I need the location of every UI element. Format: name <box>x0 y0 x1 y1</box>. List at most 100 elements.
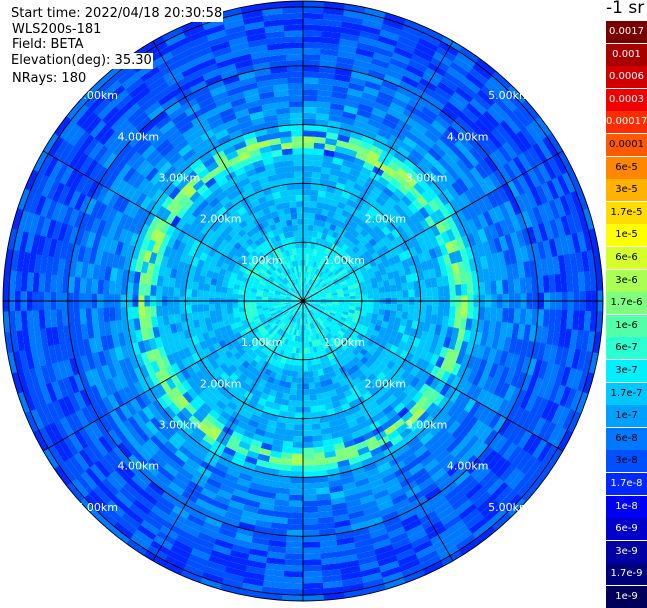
range-label: 5.00km <box>488 501 530 514</box>
field-cell <box>288 512 303 518</box>
field-cell <box>303 195 311 201</box>
field-cell <box>209 310 216 317</box>
site-name: WLS200s-181 <box>12 22 101 38</box>
field-cell <box>282 441 293 448</box>
colorbar-level: 3e-9 <box>606 541 647 563</box>
field-cell <box>297 219 303 225</box>
field-cell <box>232 294 238 299</box>
range-label: 2.00km <box>200 213 242 226</box>
field-cell <box>490 281 497 295</box>
field-cell <box>303 230 308 236</box>
field-cell <box>484 281 491 295</box>
field-cell <box>303 412 311 418</box>
field-cell <box>115 307 122 321</box>
field-cell <box>401 311 408 319</box>
field-cell <box>303 424 312 430</box>
field-cell <box>379 292 385 298</box>
field-cell <box>350 295 356 299</box>
field-cell <box>303 512 318 518</box>
colorbar-level: 3e-8 <box>606 450 647 472</box>
field-cell <box>298 225 303 231</box>
colorbar-level: 6e-9 <box>606 518 647 540</box>
field-cell <box>292 454 303 460</box>
field-cell <box>307 359 312 365</box>
field-cell <box>292 448 303 454</box>
field-cell <box>296 201 303 207</box>
field-cell <box>115 281 122 295</box>
field-cell <box>285 214 292 221</box>
field-cell <box>221 292 227 298</box>
field-cell <box>438 286 445 296</box>
field-cell <box>215 292 221 298</box>
field-cell <box>209 304 215 311</box>
field-cell <box>303 477 316 483</box>
field-cell <box>314 458 326 465</box>
field-cell <box>150 306 157 317</box>
field-cell <box>297 377 303 383</box>
field-cell <box>287 406 295 413</box>
range-label: 1.00km <box>323 336 365 349</box>
field-cell <box>280 137 292 144</box>
field-cell <box>426 287 432 296</box>
field-cell <box>289 495 303 501</box>
field-cell <box>303 553 321 559</box>
field-cell <box>162 286 169 296</box>
field-cell <box>289 107 303 113</box>
field-cell <box>303 125 316 131</box>
field-cell <box>287 72 303 78</box>
field-cell <box>303 348 307 354</box>
field-cell <box>303 77 319 83</box>
field-cell <box>438 306 445 316</box>
field-cell <box>303 501 318 507</box>
field-cell <box>303 7 324 14</box>
colorbar-level: 0.0017 <box>606 21 647 43</box>
field-cell <box>289 489 303 495</box>
field-cell <box>316 393 324 400</box>
field-cell <box>192 281 199 289</box>
center-point <box>301 299 305 303</box>
field-cell <box>432 306 439 316</box>
colorbar-level: 1e-8 <box>606 496 647 518</box>
field-cell <box>298 360 303 366</box>
field-cell <box>303 589 324 596</box>
field-cell <box>308 225 314 231</box>
field-cell <box>303 42 321 49</box>
field-cell <box>284 25 304 32</box>
field-cell <box>303 219 309 225</box>
field-cell <box>50 309 57 327</box>
field-cell <box>244 295 250 299</box>
field-cell <box>289 95 304 101</box>
field-cell <box>298 230 303 236</box>
field-cell <box>303 225 308 231</box>
field-cell <box>312 435 322 442</box>
field-cell <box>238 303 244 308</box>
field-cell <box>198 282 205 290</box>
colorbar-level: 6e-5 <box>606 157 647 179</box>
range-label: 5.00km <box>76 501 118 514</box>
field-cell <box>109 280 116 294</box>
field-cell <box>290 483 303 489</box>
field-cell <box>303 559 322 566</box>
field-cell <box>303 207 310 213</box>
field-cell <box>289 394 296 401</box>
field-cell <box>204 311 211 319</box>
colorbar-level: 0.001 <box>606 44 647 66</box>
range-label: 4.00km <box>447 460 489 473</box>
field-cell <box>144 284 151 295</box>
range-label: 3.00km <box>406 419 448 432</box>
field-cell <box>293 436 303 442</box>
field-cell <box>256 302 262 306</box>
field-cell <box>290 113 303 119</box>
field-cell <box>367 303 373 308</box>
field-cell <box>314 143 326 150</box>
field-cell <box>303 54 321 60</box>
field-cell <box>296 395 303 401</box>
field-cell <box>467 307 474 319</box>
field-cell <box>303 201 310 207</box>
field-cell <box>303 177 312 183</box>
field-cell <box>284 166 294 173</box>
field-cell <box>283 154 294 161</box>
field-cell <box>313 447 324 454</box>
colorbar-level: 3e-6 <box>606 270 647 292</box>
field-cell <box>313 441 324 448</box>
